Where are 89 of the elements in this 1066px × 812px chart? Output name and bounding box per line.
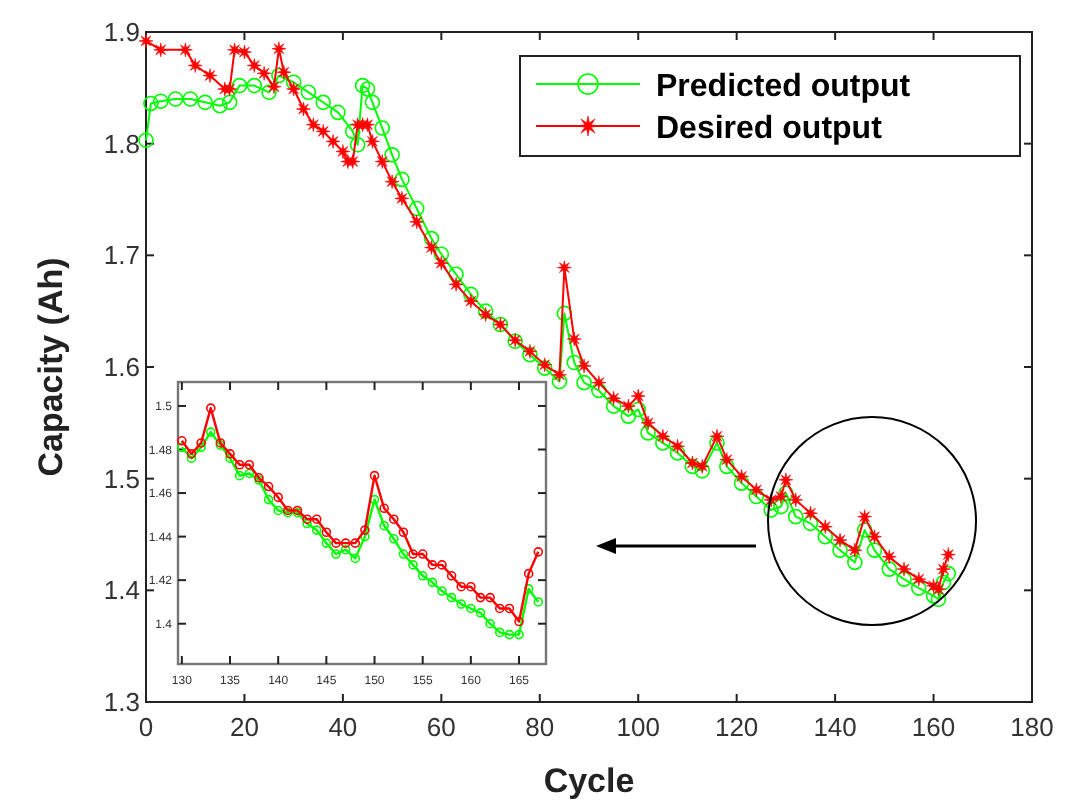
point bbox=[177, 436, 187, 446]
point bbox=[504, 603, 515, 614]
x-tick-label: 80 bbox=[525, 712, 555, 742]
point bbox=[205, 403, 216, 413]
y-tick-label: 1.9 bbox=[103, 17, 140, 48]
y-tick-label: 1.3 bbox=[103, 687, 140, 718]
point bbox=[234, 459, 245, 470]
y-tick-label: 1.7 bbox=[103, 240, 140, 271]
line-series bbox=[177, 403, 544, 627]
point bbox=[379, 503, 389, 514]
point bbox=[494, 627, 505, 638]
x-tick-label: 40 bbox=[328, 712, 358, 742]
point bbox=[196, 438, 206, 448]
point bbox=[408, 560, 418, 570]
point bbox=[177, 442, 187, 453]
x-axis-title: Cycle bbox=[543, 762, 635, 800]
point bbox=[504, 629, 515, 640]
point bbox=[331, 549, 341, 559]
point bbox=[311, 514, 322, 524]
x-tick-label: 100 bbox=[616, 712, 660, 742]
point bbox=[225, 449, 235, 459]
y-tick-label: 1.6 bbox=[103, 352, 140, 383]
x-tick-label: 180 bbox=[1010, 712, 1054, 742]
point bbox=[340, 544, 351, 555]
y-tick-label: 1.5 bbox=[103, 463, 140, 494]
y-tick-label: 1.4 bbox=[103, 575, 140, 606]
point bbox=[205, 427, 216, 437]
point bbox=[196, 442, 206, 453]
point bbox=[408, 549, 418, 559]
point bbox=[350, 553, 361, 564]
point bbox=[302, 518, 312, 529]
point bbox=[321, 527, 332, 538]
point bbox=[263, 481, 274, 492]
line-series bbox=[177, 427, 544, 640]
point bbox=[244, 468, 255, 479]
legend-label: Predicted output bbox=[656, 70, 912, 104]
point bbox=[485, 618, 495, 629]
point bbox=[417, 571, 428, 581]
point bbox=[350, 538, 361, 548]
point bbox=[340, 538, 351, 548]
point bbox=[437, 586, 447, 596]
point bbox=[427, 560, 438, 570]
point bbox=[523, 584, 534, 594]
point bbox=[523, 568, 534, 579]
point bbox=[398, 549, 409, 559]
point bbox=[244, 459, 255, 470]
x-tick-label: 20 bbox=[229, 712, 259, 742]
point bbox=[446, 592, 457, 603]
y-tick-label: 1.8 bbox=[103, 128, 140, 159]
point bbox=[234, 470, 245, 481]
point bbox=[466, 603, 476, 614]
x-tick-label: 140 bbox=[813, 712, 857, 742]
point bbox=[417, 549, 428, 559]
point bbox=[311, 525, 322, 535]
point bbox=[514, 629, 524, 640]
y-axis-title: Capacity (Ah) bbox=[32, 257, 70, 477]
point bbox=[331, 538, 341, 548]
point bbox=[186, 449, 197, 459]
point bbox=[494, 603, 505, 614]
point bbox=[514, 616, 524, 627]
point bbox=[302, 514, 312, 524]
x-tick-label: 160 bbox=[911, 712, 956, 742]
point bbox=[466, 581, 476, 592]
point bbox=[437, 560, 447, 570]
point bbox=[398, 527, 409, 538]
point bbox=[485, 592, 495, 603]
point bbox=[388, 533, 399, 544]
legend-label: Desired output bbox=[656, 112, 884, 146]
point bbox=[369, 470, 380, 481]
point bbox=[388, 514, 399, 524]
point bbox=[273, 492, 283, 503]
point bbox=[475, 592, 486, 603]
point bbox=[475, 608, 486, 618]
point bbox=[186, 453, 197, 464]
point bbox=[427, 577, 438, 588]
point bbox=[456, 599, 467, 609]
point bbox=[533, 547, 544, 557]
x-tick-label: 120 bbox=[714, 712, 759, 742]
point bbox=[533, 597, 544, 607]
point bbox=[456, 581, 467, 592]
point bbox=[273, 505, 283, 516]
point bbox=[225, 453, 235, 464]
point bbox=[321, 538, 332, 548]
x-tick-label: 60 bbox=[426, 712, 456, 742]
point bbox=[379, 520, 389, 531]
x-tick-label: 0 bbox=[138, 712, 154, 742]
point bbox=[360, 525, 370, 535]
point bbox=[446, 571, 457, 581]
point bbox=[263, 494, 274, 505]
